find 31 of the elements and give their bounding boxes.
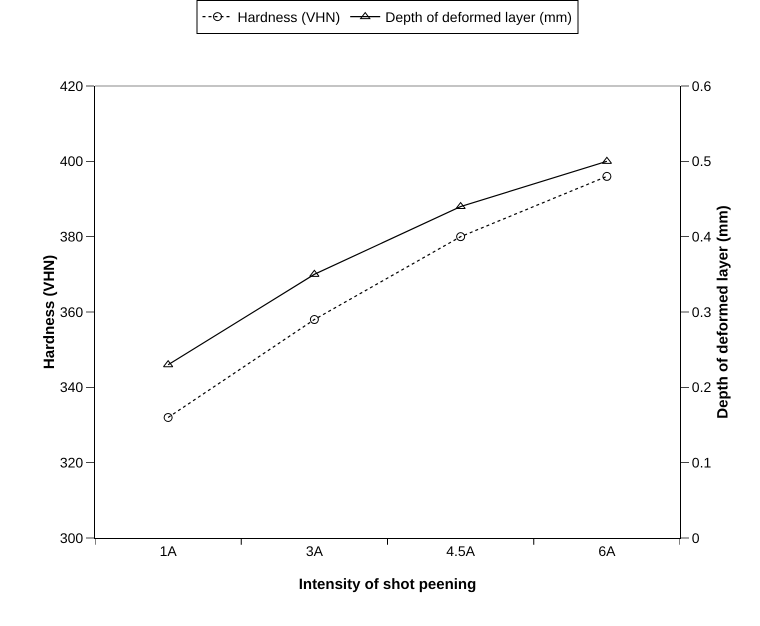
point bbox=[163, 360, 174, 368]
y2-tick-label: 0.6 bbox=[692, 78, 712, 94]
y-tick-label: 400 bbox=[60, 153, 84, 170]
legend-label: Hardness (VHN) bbox=[238, 9, 340, 26]
point bbox=[456, 232, 466, 242]
x-tick-label: 4.5A bbox=[446, 542, 476, 559]
x-tick-label: 3A bbox=[306, 542, 324, 559]
y-tick-label: 420 bbox=[60, 78, 84, 94]
y-tick-label: 320 bbox=[60, 454, 84, 471]
point bbox=[602, 156, 612, 164]
point bbox=[164, 412, 173, 422]
y-tick-label: 380 bbox=[60, 228, 84, 245]
y2-axis-title: Depth of deformed layer (mm) bbox=[714, 205, 732, 419]
point bbox=[602, 172, 612, 181]
point bbox=[309, 270, 320, 277]
y2-tick-label: 0.2 bbox=[692, 379, 712, 396]
y-tick-label: 340 bbox=[60, 379, 84, 396]
y2-tick-label: 0.4 bbox=[692, 228, 712, 245]
x-axis-title: Intensity of shot peening bbox=[298, 576, 476, 593]
x-tick-label: 6A bbox=[598, 542, 616, 559]
point bbox=[456, 202, 466, 210]
y-tick-label: 300 bbox=[60, 530, 84, 546]
y2-tick-label: 0.5 bbox=[692, 153, 712, 170]
y-tick-label: 360 bbox=[60, 304, 84, 320]
point bbox=[310, 315, 319, 324]
legend-label: Depth of deformed layer (mm) bbox=[385, 9, 572, 26]
y2-tick-label: 0 bbox=[692, 530, 700, 546]
x-tick-label: 1A bbox=[160, 542, 178, 559]
y2-tick-label: 0.3 bbox=[692, 304, 712, 320]
y-axis-title: Hardness (VHN) bbox=[40, 254, 58, 370]
y2-tick-label: 0.1 bbox=[692, 454, 712, 471]
